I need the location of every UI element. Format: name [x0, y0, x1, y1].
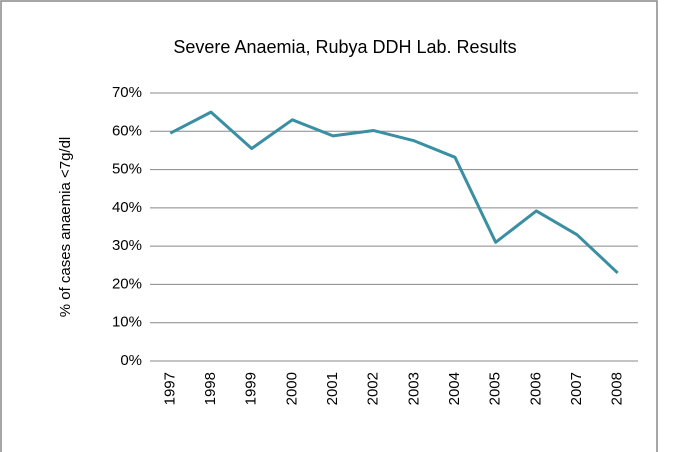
x-tick-label: 1998	[202, 372, 219, 405]
x-tick-label: 1999	[243, 372, 260, 405]
x-tick-label: 2003	[405, 372, 422, 405]
chart-title: Severe Anaemia, Rubya DDH Lab. Results	[173, 37, 516, 57]
x-tick-label: 2004	[446, 372, 463, 405]
y-tick-label: 50%	[112, 161, 142, 178]
y-tick-label: 30%	[112, 237, 142, 254]
x-tick-label: 1997	[161, 372, 178, 405]
y-tick-label: 0%	[120, 352, 142, 369]
y-tick-label: 40%	[112, 199, 142, 216]
y-axis-label: % of cases anaemia <7g/dl	[57, 137, 74, 318]
x-tick-label: 2001	[324, 372, 341, 405]
y-tick-label: 70%	[112, 84, 142, 101]
y-tick-label: 60%	[112, 122, 142, 139]
y-tick-label: 10%	[112, 314, 142, 331]
x-tick-label: 2006	[527, 372, 544, 405]
x-tick-label: 2002	[365, 372, 382, 405]
x-tick-label: 2000	[283, 372, 300, 405]
line-series	[169, 110, 619, 275]
x-tick-label: 2008	[609, 372, 626, 405]
x-tick-label: 2007	[568, 372, 585, 405]
chart-border	[0, 0, 658, 452]
y-tick-label: 20%	[112, 275, 142, 292]
x-tick-label: 2005	[487, 372, 504, 405]
